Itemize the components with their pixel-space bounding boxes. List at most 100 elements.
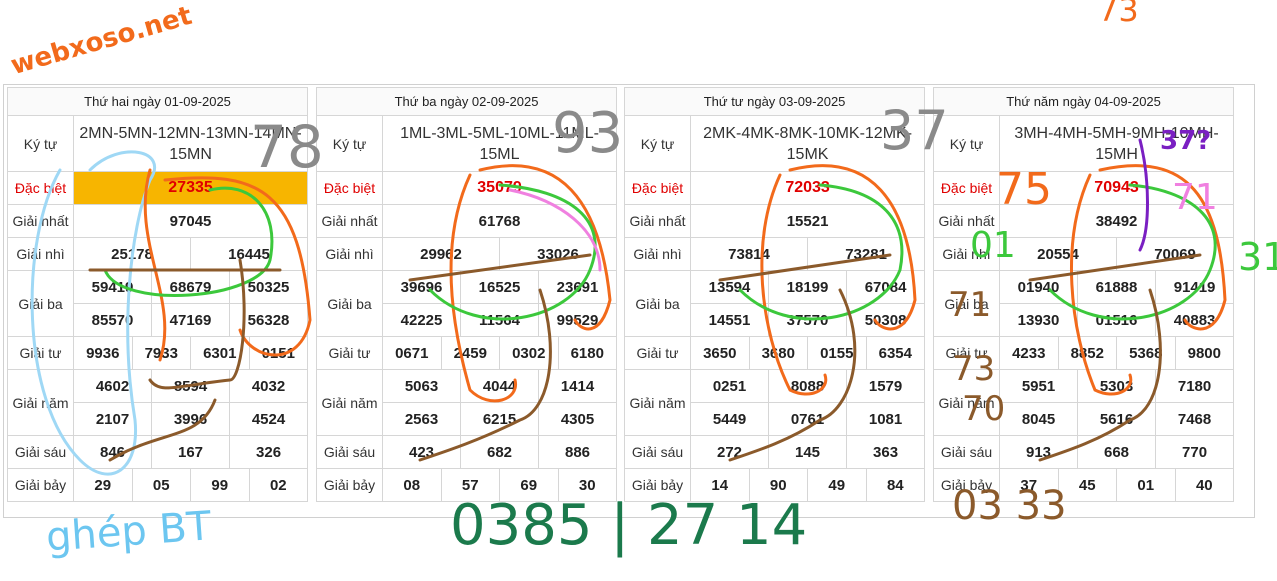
prize-number: 8045 — [999, 402, 1078, 436]
prize-number: 13930 — [999, 303, 1078, 337]
prize-number: 85570 — [73, 303, 152, 337]
prize-number: 37 — [999, 468, 1059, 502]
prize-number: 47169 — [151, 303, 230, 337]
prize-number: 7180 — [1154, 369, 1235, 403]
prize-number: 0151 — [248, 336, 309, 370]
row-label: Giải sáu — [7, 435, 74, 469]
prize-number: 99 — [190, 468, 250, 502]
row-label: Ký tự — [7, 115, 74, 172]
prize-number: 73281 — [806, 237, 926, 271]
row-label: Ký tự — [316, 115, 383, 172]
prize-number: 8594 — [151, 369, 230, 403]
date-header: Thứ năm ngày 04-09-2025 — [932, 87, 1235, 116]
prize-number: 4602 — [73, 369, 152, 403]
prize-number: 16445 — [189, 237, 309, 271]
prize-number: 8088 — [768, 369, 847, 403]
handwritten-note: 70 — [962, 389, 1006, 429]
prize-number: 15521 — [689, 204, 926, 238]
date-header: Thứ tư ngày 03-09-2025 — [623, 87, 926, 116]
prize-number: 2107 — [73, 402, 152, 436]
prize-number: 5449 — [690, 402, 769, 436]
row-label: Giải nhì — [933, 237, 1000, 271]
prize-number: 14 — [690, 468, 750, 502]
prize-number: 1081 — [845, 402, 926, 436]
prize-number: 5063 — [382, 369, 461, 403]
handwritten-note: ghép BT — [44, 503, 213, 561]
prize-number: 16525 — [460, 270, 539, 304]
row-label: Giải nhì — [316, 237, 383, 271]
row-label: Giải bảy — [933, 468, 1000, 502]
prize-number: 20554 — [999, 237, 1117, 271]
handwritten-note: 93 — [552, 101, 624, 166]
prize-number: 61888 — [1077, 270, 1156, 304]
prize-number: 7468 — [1154, 402, 1235, 436]
prize-number: 57 — [440, 468, 500, 502]
prize-number: 2563 — [382, 402, 461, 436]
prize-number: 846 — [73, 435, 152, 469]
row-label: Giải nhất — [316, 204, 383, 238]
prize-number: 668 — [1077, 435, 1156, 469]
row-label: Giải tư — [933, 336, 1000, 370]
handwritten-note: 78 — [250, 113, 324, 181]
prize-number: 08 — [382, 468, 442, 502]
prize-number: 6354 — [865, 336, 926, 370]
prize-number: 8852 — [1057, 336, 1117, 370]
row-label: Giải ba — [316, 270, 383, 337]
prize-number: 61768 — [381, 204, 618, 238]
prize-number: 14551 — [690, 303, 769, 337]
prize-number: 70069 — [1115, 237, 1235, 271]
prize-number: 0671 — [382, 336, 442, 370]
handwritten-note: 03 33 — [952, 483, 1067, 529]
prize-number: 35079 — [381, 171, 618, 205]
prize-number: 11564 — [460, 303, 539, 337]
row-label: Giải năm — [7, 369, 74, 436]
prize-number: 97045 — [72, 204, 309, 238]
prize-number: 40883 — [1154, 303, 1235, 337]
prize-number: 2459 — [440, 336, 500, 370]
prize-number: 145 — [768, 435, 847, 469]
handwritten-note: 73 — [1098, 0, 1139, 29]
prize-number: 6215 — [460, 402, 539, 436]
prize-number: 01940 — [999, 270, 1078, 304]
prize-number: 7933 — [131, 336, 191, 370]
prize-number: 02 — [248, 468, 309, 502]
prize-number: 5951 — [999, 369, 1078, 403]
prize-number: 73814 — [690, 237, 808, 271]
prize-number: 18199 — [768, 270, 847, 304]
prize-number: 167 — [151, 435, 230, 469]
handwritten-note: 71 — [948, 285, 992, 325]
handwritten-note: 75 — [996, 164, 1052, 215]
row-label: Giải nhì — [624, 237, 691, 271]
prize-number: 326 — [228, 435, 309, 469]
prize-number: 29 — [73, 468, 133, 502]
prize-number: 69 — [499, 468, 559, 502]
prize-number: 01 — [1116, 468, 1176, 502]
prize-number: 37570 — [768, 303, 847, 337]
prize-number: 90 — [748, 468, 808, 502]
prize-number: 4032 — [228, 369, 309, 403]
prize-number: 5368 — [1116, 336, 1176, 370]
prize-number: 3996 — [151, 402, 230, 436]
handwritten-note: 37 — [880, 99, 949, 162]
prize-number: 886 — [537, 435, 618, 469]
row-label: Giải năm — [316, 369, 383, 436]
prize-number: 4233 — [999, 336, 1059, 370]
prize-number: 770 — [1154, 435, 1235, 469]
row-label: Giải nhì — [7, 237, 74, 271]
prize-number: 29962 — [382, 237, 500, 271]
handwritten-note: webxoso.net — [7, 0, 196, 82]
provinces: 3MH-4MH-5MH-9MH-10MH-15MH — [998, 115, 1235, 172]
row-label: Giải sáu — [624, 435, 691, 469]
row-label: Giải bảy — [316, 468, 383, 502]
prize-number: 4524 — [228, 402, 309, 436]
handwritten-note: 0385 | 27 14 — [450, 493, 808, 558]
row-label: Giải ba — [624, 270, 691, 337]
prize-number: 13594 — [690, 270, 769, 304]
prize-number: 5303 — [1077, 369, 1156, 403]
provinces: 1ML-3ML-5ML-10ML-11ML-15ML — [381, 115, 618, 172]
row-label: Ký tự — [624, 115, 691, 172]
row-label: Đặc biệt — [624, 171, 691, 205]
prize-number: 68679 — [151, 270, 230, 304]
row-label: Giải ba — [933, 270, 1000, 337]
